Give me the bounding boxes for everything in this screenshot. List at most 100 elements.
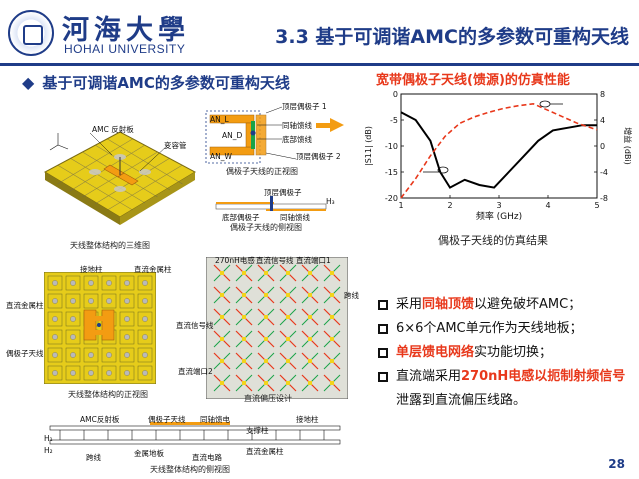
- amc-cell: [119, 365, 135, 381]
- label-coax-feed-side: 同轴馈电: [200, 415, 230, 424]
- bias-pad: [220, 359, 224, 363]
- feature-item: 6×6个AMC单元作为天线地板；: [378, 317, 628, 341]
- caption-top-view: 天线整体结构的正视图: [68, 390, 148, 399]
- amc-cell: [137, 275, 153, 291]
- label-support-pin: 支撑柱: [246, 426, 269, 435]
- header: 河海大學 HOHAI UNIVERSITY 3.3 基于可调谐AMC的多参数可重…: [0, 0, 639, 66]
- y-right-tick-label: 8: [600, 90, 605, 99]
- y-left-tick-label: -20: [385, 194, 398, 203]
- label-top-dipole-1: 顶层偶极子 1: [282, 102, 327, 111]
- bias-pad: [330, 271, 334, 275]
- feature-list: 采用同轴顶馈以避免破坏AMC； 6×6个AMC单元作为天线地板； 单层馈电网络实…: [378, 293, 628, 413]
- label-dc-port-1: 直流端口1: [296, 256, 331, 265]
- y-right-tick-label: -8: [600, 194, 608, 203]
- label-an-l: AN_L: [210, 115, 229, 124]
- amc-cell: [137, 347, 153, 363]
- amc-via: [70, 334, 76, 340]
- feature-item: 单层馈电网络实功能切换；: [378, 341, 628, 365]
- label-amc-reflector: AMC 反射板: [92, 125, 134, 134]
- bias-pad: [308, 271, 312, 275]
- bias-pad: [286, 315, 290, 319]
- feature-text: 直流端采用: [396, 369, 462, 384]
- x-tick-label: 1: [398, 201, 403, 210]
- page-number: 28: [608, 457, 625, 471]
- y-right-tick-label: 4: [600, 116, 605, 125]
- checkbox-bullet-icon: [378, 372, 388, 382]
- amc-cell: [119, 347, 135, 363]
- label-dc-signal-top: 直流信号线: [256, 256, 294, 265]
- label-ground-pin: 接地柱: [80, 265, 103, 274]
- label-h1: H₁: [44, 434, 53, 443]
- bias-pad: [242, 337, 246, 341]
- amc-via: [106, 280, 112, 286]
- bias-pad: [264, 293, 268, 297]
- amc-cell: [83, 347, 99, 363]
- amc-cell: [47, 365, 63, 381]
- right-arrow-icon: [330, 118, 344, 132]
- label-h2: H₂: [44, 446, 53, 455]
- label-270nh-inductor: 270nH电感: [215, 256, 255, 265]
- amc-via: [70, 316, 76, 322]
- bias-pad: [330, 293, 334, 297]
- x-tick-label: 2: [447, 201, 452, 210]
- feature-text: 6×6个AMC单元作为天线地板；: [396, 321, 583, 336]
- label-an-w: AN_W: [210, 152, 232, 161]
- amc-cell: [101, 365, 117, 381]
- checkbox-bullet-icon: [378, 300, 388, 310]
- label-dipole-side: 偶极子天线: [148, 415, 186, 424]
- amc-cell: [83, 365, 99, 381]
- amc-via: [52, 280, 58, 286]
- amc-cell: [119, 275, 135, 291]
- label-jumper-side: 跨线: [86, 453, 101, 462]
- feature-emphasis: 270nH电感以扼制射频信号: [461, 369, 626, 384]
- logo-chinese-name: 河海大學: [62, 15, 190, 46]
- amc-via: [106, 352, 112, 358]
- amc-cell: [47, 329, 63, 345]
- amc-cell: [101, 275, 117, 291]
- label-coax-feed: 同轴馈线: [282, 121, 312, 130]
- label-h3: H₃: [326, 197, 335, 206]
- amc-via: [52, 316, 58, 322]
- label-metal-floor: 金属地板: [134, 449, 164, 458]
- bias-pad: [308, 337, 312, 341]
- amc-cell: [137, 311, 153, 327]
- amc-cell: [47, 347, 63, 363]
- caption-bias: 直流偏压设计: [244, 394, 292, 403]
- bias-pad: [220, 381, 224, 385]
- amc-via: [70, 352, 76, 358]
- amc-cell: [101, 347, 117, 363]
- bias-pad: [330, 337, 334, 341]
- amc-cell: [119, 293, 135, 309]
- feature-emphasis: 同轴顶馈: [422, 297, 475, 312]
- amc-via: [142, 370, 148, 376]
- label-dc-port-2: 直流端口2: [178, 367, 213, 376]
- label-dc-metal-pin-side: 直流金属柱: [246, 447, 284, 456]
- s11-curve-marker: [437, 166, 449, 174]
- antenna-3d-view-figure: [43, 131, 197, 225]
- y-right-tick-label: -4: [600, 168, 608, 177]
- caption-3d-view: 天线整体结构的三维图: [70, 241, 150, 250]
- label-dc-signal-2: 直流信号线: [176, 321, 214, 330]
- label-dc-metal-pin-left: 直流金属柱: [6, 301, 44, 310]
- x-tick-label: 3: [496, 201, 501, 210]
- label-ground-pin-side: 接地柱: [296, 415, 319, 424]
- bias-pad: [286, 381, 290, 385]
- label-varactor: 变容管: [164, 141, 187, 150]
- logo-english-name: HOHAI UNIVERSITY: [64, 42, 186, 56]
- amc-via: [52, 370, 58, 376]
- amc-cell: [47, 293, 63, 309]
- arrow-tail: [316, 123, 330, 128]
- bias-pad: [220, 293, 224, 297]
- antenna-side-view-figure: [49, 422, 341, 445]
- sim-caption: 偶极子天线的仿真结果: [438, 234, 548, 247]
- bias-pad: [220, 337, 224, 341]
- feature-emphasis: 单层馈电网络: [396, 345, 475, 360]
- feature-text: 以避免破坏AMC；: [474, 297, 582, 312]
- y-left-tick-label: -5: [390, 116, 398, 125]
- diamond-bullet-icon: ◆: [22, 73, 35, 92]
- checkbox-bullet-icon: [378, 324, 388, 334]
- bias-pad: [286, 271, 290, 275]
- bias-pad: [308, 293, 312, 297]
- bias-pad: [220, 315, 224, 319]
- y-left-tick-label: -10: [385, 142, 398, 151]
